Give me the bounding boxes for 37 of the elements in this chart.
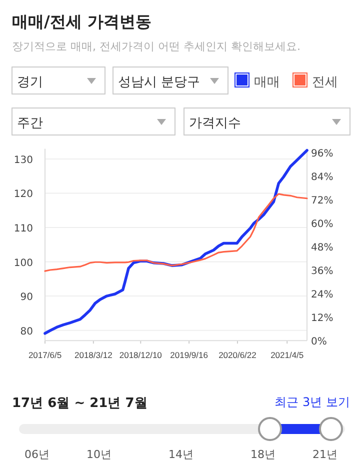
x-tick-label: 2018/12/10 — [119, 350, 162, 360]
x-tick-label: 2019/9/16 — [170, 350, 208, 360]
text: 17년 6월 ~ 21년 7월 — [12, 396, 148, 411]
y-tick-label: 120 — [14, 189, 33, 200]
legend-label: 전세 — [312, 75, 338, 90]
x-tick-label: 2021/4/5 — [270, 350, 304, 360]
text: 14년 — [168, 448, 194, 461]
y2-tick-label: 36% — [311, 266, 334, 278]
text: 성남시 분당구 — [118, 75, 200, 90]
y-tick-label: 80 — [20, 326, 33, 338]
text: 주간 — [17, 116, 43, 131]
y-tick-label: 130 — [14, 154, 33, 166]
text: 18년 — [250, 448, 276, 461]
y-tick-label: 90 — [20, 292, 33, 304]
y2-tick-label: 84% — [311, 172, 334, 184]
legend-label: 매매 — [254, 75, 280, 90]
y2-tick-label: 60% — [311, 219, 334, 230]
chart-subtitle: 장기적으로 매매, 전세가격이 어떤 추세인지 확인해보세요. — [12, 40, 300, 53]
x-tick-label: 2020/6/22 — [218, 350, 257, 360]
y-tick-label: 110 — [14, 224, 33, 235]
text: 최근 3년 보기 — [274, 395, 350, 409]
y2-tick-label: 24% — [311, 290, 334, 301]
line-series — [44, 193, 308, 272]
text: 06년 — [24, 448, 50, 461]
text: 경기 — [17, 75, 43, 90]
x-tick-label: 2018/3/12 — [74, 350, 113, 360]
x-tick-label: 2017/6/5 — [28, 350, 62, 360]
y2-tick-label: 0% — [311, 336, 327, 348]
y2-tick-label: 72% — [311, 196, 334, 207]
chart-title: 매매/전세 가격변동 — [12, 12, 152, 31]
text: 21년 — [312, 448, 338, 461]
y2-tick-label: 12% — [311, 313, 334, 324]
y2-tick-label: 96% — [311, 148, 334, 160]
y-tick-label: 100 — [14, 258, 33, 269]
y2-tick-label: 48% — [311, 242, 334, 254]
text: 가격지수 — [189, 116, 241, 131]
text: 10년 — [86, 448, 112, 461]
